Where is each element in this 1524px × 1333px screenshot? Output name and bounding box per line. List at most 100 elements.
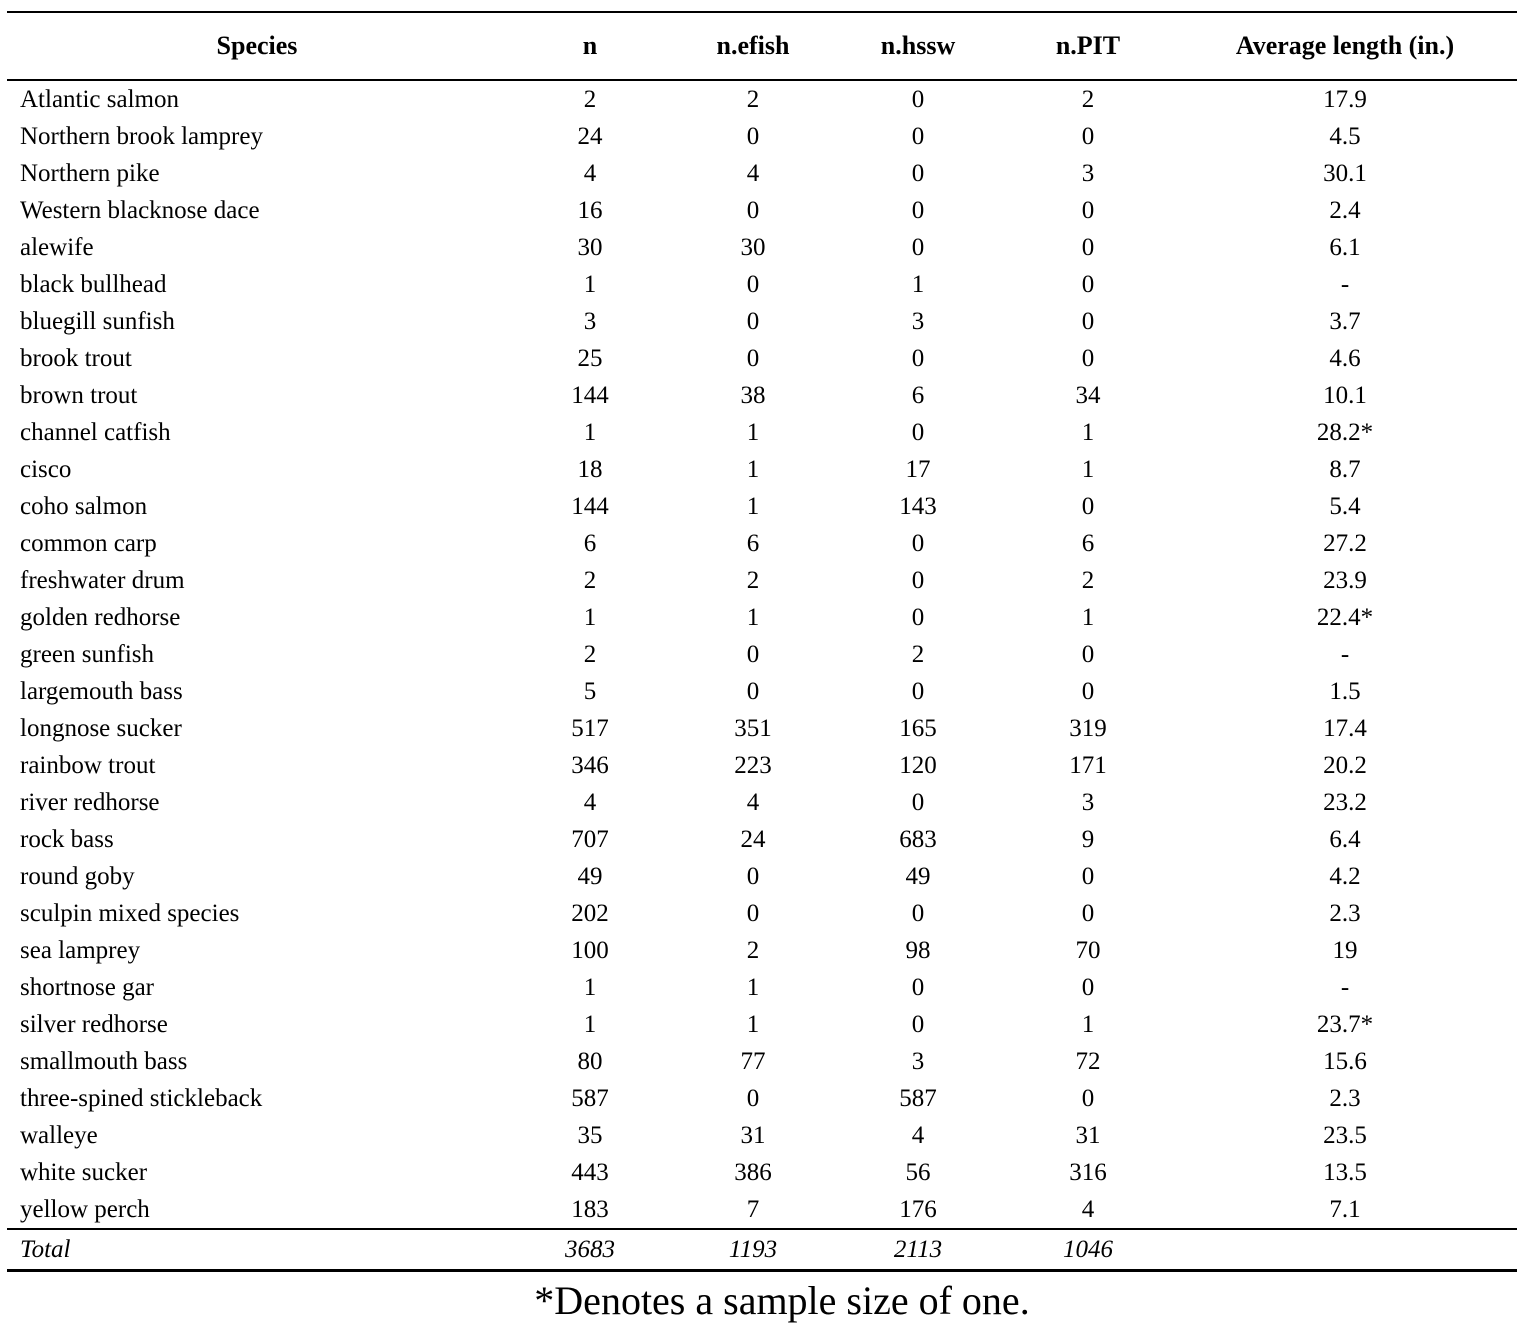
species-cell: sculpin mixed species: [20, 900, 240, 927]
value-cell: 707: [571, 826, 609, 853]
value-cell: 0: [911, 900, 925, 927]
table-row: sculpin mixed species 202 0 0 0 2.3: [7, 895, 1517, 932]
species-cell: brook trout: [20, 345, 132, 372]
value-cell: 31: [740, 1122, 766, 1149]
value-cell: 2: [1081, 86, 1095, 113]
species-cell: channel catfish: [20, 419, 171, 446]
species-cell: golden redhorse: [20, 604, 181, 631]
value-cell: 100: [571, 937, 609, 964]
value-cell: 1: [746, 419, 760, 446]
species-cell: smallmouth bass: [20, 1048, 188, 1075]
species-cell: yellow perch: [20, 1196, 150, 1223]
value-cell: 1.5: [1329, 678, 1361, 705]
value-cell: 0: [746, 900, 760, 927]
value-cell: 0: [746, 863, 760, 890]
value-cell: 587: [571, 1085, 609, 1112]
value-cell: 0: [1081, 1085, 1095, 1112]
value-cell: 517: [571, 715, 609, 742]
value-cell: 0: [1081, 308, 1095, 335]
species-cell: three-spined stickleback: [20, 1085, 263, 1112]
value-cell: 7: [746, 1196, 760, 1223]
table-row: channel catfish 1 1 0 1 28.2*: [7, 414, 1517, 451]
value-cell: 3.7: [1329, 308, 1361, 335]
table-body: Atlantic salmon 2 2 0 2 17.9 Northern brook la…: [7, 80, 1517, 1229]
value-cell: 2: [746, 567, 760, 594]
table-row: longnose sucker 517 351 165 319 17.4: [7, 710, 1517, 747]
table-row: Western blacknose dace 16 0 0 0 2.4: [7, 192, 1517, 229]
value-cell: 316: [1069, 1159, 1107, 1186]
value-cell: 319: [1069, 715, 1107, 742]
value-cell: 35: [577, 1122, 603, 1149]
value-cell: 17: [905, 456, 931, 483]
species-cell: longnose sucker: [20, 715, 182, 742]
table-footer: Total 3683 1193 2113 1046: [7, 1228, 1517, 1272]
value-cell: 2.3: [1329, 900, 1361, 927]
species-cell: walleye: [20, 1122, 98, 1149]
value-cell: 98: [905, 937, 931, 964]
value-cell: 143: [899, 493, 937, 520]
value-cell: 22.4*: [1316, 604, 1374, 631]
value-cell: 1: [1081, 604, 1095, 631]
value-cell: 13.5: [1323, 1159, 1367, 1186]
value-cell: 80: [577, 1048, 603, 1075]
value-cell: 120: [899, 752, 937, 779]
value-cell: 0: [746, 1085, 760, 1112]
value-cell: 0: [911, 234, 925, 261]
value-cell: 2: [583, 567, 597, 594]
value-cell: 9: [1081, 826, 1095, 853]
column-header-avg-length: Average length (in.): [1173, 11, 1517, 81]
value-cell: 443: [571, 1159, 609, 1186]
value-cell: 0: [911, 123, 925, 150]
value-cell: 25: [577, 345, 603, 372]
table-row: sea lamprey 100 2 98 70 19: [7, 932, 1517, 969]
table-row: Atlantic salmon 2 2 0 2 17.9: [7, 80, 1517, 118]
species-cell: rock bass: [20, 826, 114, 853]
species-cell: coho salmon: [20, 493, 148, 520]
value-cell: 1: [583, 419, 597, 446]
value-cell: 4: [911, 1122, 925, 1149]
value-cell: 24: [740, 826, 766, 853]
value-cell: 17.9: [1323, 86, 1367, 113]
value-cell: 144: [571, 493, 609, 520]
table-row: freshwater drum 2 2 0 2 23.9: [7, 562, 1517, 599]
species-cell: green sunfish: [20, 641, 154, 668]
table-row: Northern pike 4 4 0 3 30.1: [7, 155, 1517, 192]
table-row: green sunfish 2 0 2 0 -: [7, 636, 1517, 673]
value-cell: 386: [734, 1159, 772, 1186]
value-cell: 3: [1081, 789, 1095, 816]
value-cell: 23.9: [1323, 567, 1367, 594]
value-cell: 0: [911, 197, 925, 224]
header-row: Species n n.efish n.hssw n.PIT Average l…: [7, 11, 1517, 81]
value-cell: 19: [1332, 937, 1358, 964]
total-avg-length-cell: [1173, 1228, 1517, 1272]
species-cell: bluegill sunfish: [20, 308, 175, 335]
value-cell: 2: [583, 86, 597, 113]
value-cell: 77: [740, 1048, 766, 1075]
value-cell: 351: [734, 715, 772, 742]
value-cell: 0: [911, 789, 925, 816]
column-header-n-hssw: n.hssw: [833, 11, 1003, 81]
value-cell: 0: [1081, 678, 1095, 705]
value-cell: 23.7*: [1316, 1011, 1374, 1038]
value-cell: 5.4: [1329, 493, 1361, 520]
value-cell: 1: [583, 271, 597, 298]
value-cell: 20.2: [1323, 752, 1367, 779]
species-cell: white sucker: [20, 1159, 148, 1186]
value-cell: 8.7: [1329, 456, 1361, 483]
species-cell: cisco: [20, 456, 72, 483]
total-n-efish-cell: 1193: [673, 1228, 833, 1272]
table-row: brook trout 25 0 0 0 4.6: [7, 340, 1517, 377]
value-cell: 1: [1081, 419, 1095, 446]
table-row: alewife 30 30 0 0 6.1: [7, 229, 1517, 266]
column-header-n-efish: n.efish: [673, 11, 833, 81]
value-cell: 3: [911, 308, 925, 335]
value-cell: 17.4: [1323, 715, 1367, 742]
value-cell: -: [1340, 271, 1350, 298]
value-cell: 0: [911, 345, 925, 372]
value-cell: 223: [734, 752, 772, 779]
species-cell: alewife: [20, 234, 94, 261]
value-cell: 2: [583, 641, 597, 668]
table-row: rainbow trout 346 223 120 171 20.2: [7, 747, 1517, 784]
value-cell: 0: [911, 160, 925, 187]
total-label-cell: Total: [7, 1228, 507, 1272]
